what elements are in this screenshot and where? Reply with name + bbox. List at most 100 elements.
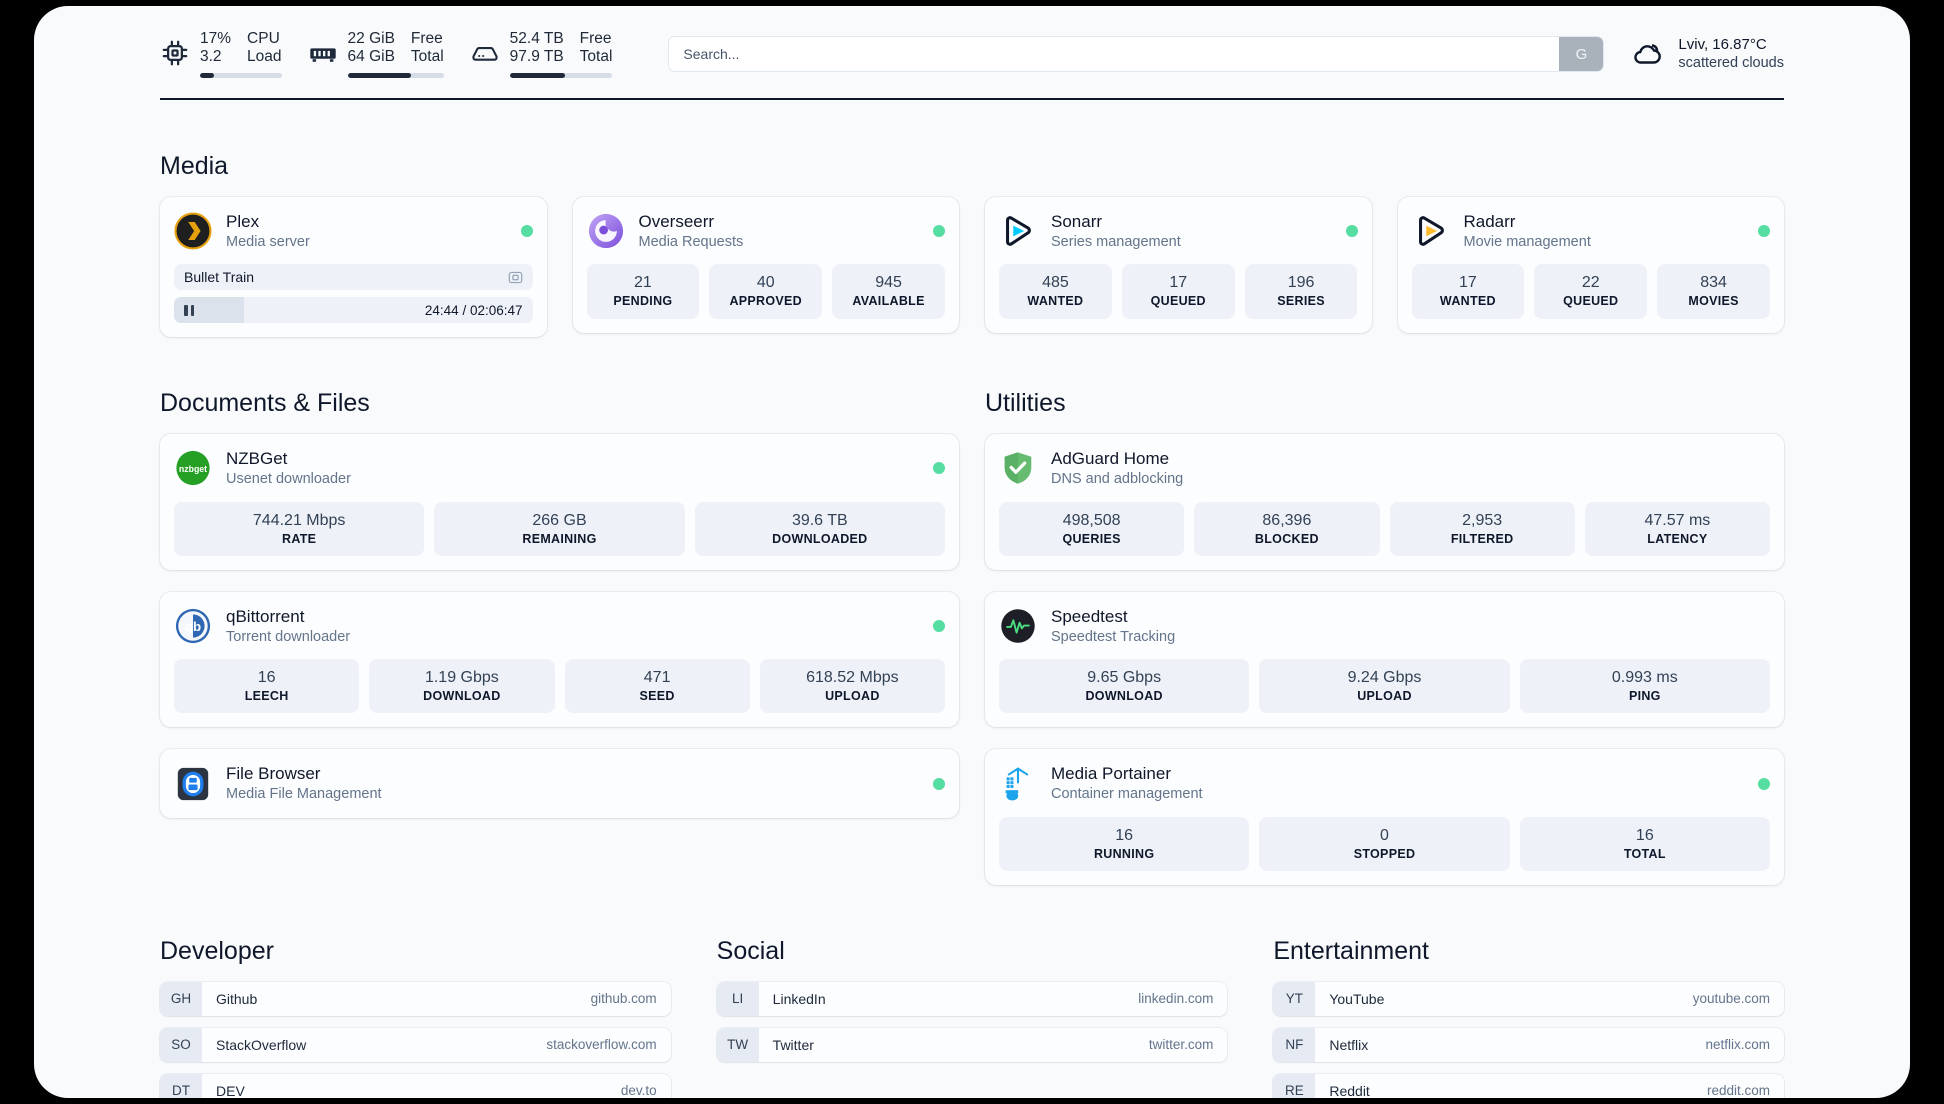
cast-icon[interactable] [508,270,523,285]
stat-tile[interactable]: 0.993 ms PING [1519,659,1770,714]
media-card-slot: Overseerr Media Requests 21 PENDING 40 A… [572,197,959,337]
stat-label: QUEUED [1150,294,1206,309]
bookmark-name: Reddit [1329,1082,1370,1098]
stat-tile[interactable]: 16 TOTAL [1519,816,1770,871]
search-engine-button[interactable]: G [1559,37,1604,71]
memory-icon [308,38,338,68]
bookmark-link[interactable]: NF Netflix netflix.com [1273,1027,1785,1062]
stat-tile[interactable]: 21 PENDING [586,264,700,319]
stat-tile[interactable]: 39.6 TB DOWNLOADED [694,501,945,556]
search-input[interactable] [669,37,1560,71]
card-header: Media Portainer Container management [999,763,1770,803]
speedtest-icon [999,607,1037,645]
bookmark-badge: GH [160,981,202,1016]
section-title-utilities: Utilities [985,389,1066,418]
stat-tile[interactable]: 16 RUNNING [999,816,1250,871]
stat-tile[interactable]: 17 WANTED [1411,264,1525,319]
card-header: AdGuard Home DNS and adblocking [999,448,1770,488]
bookmark-link[interactable]: SO StackOverflow stackoverflow.com [160,1027,671,1062]
service-name: Speedtest [1051,606,1128,626]
card-header: nzbget NZBGet Usenet downloader [174,448,945,488]
stat-tile[interactable]: 17 QUEUED [1121,264,1235,319]
bookmark-link[interactable]: DT DEV dev.to [160,1073,671,1098]
stat-tile[interactable]: 1.19 Gbps DOWNLOAD [369,659,555,714]
stat-tile[interactable]: 9.24 Gbps UPLOAD [1259,659,1510,714]
stat-value: 471 [643,669,671,687]
bookmark-badge: NF [1273,1027,1316,1062]
bookmark-url: github.com [590,991,657,1007]
stat-value: 485 [1042,274,1069,292]
stat-label: RUNNING [1093,846,1155,861]
stat-row: 9.65 Gbps DOWNLOAD 9.24 Gbps UPLOAD 0.99… [999,659,1770,714]
service-subtitle: Usenet downloader [226,471,351,488]
pause-icon[interactable] [184,304,194,316]
stat-tile[interactable]: 196 SERIES [1244,264,1358,319]
bookmark-link[interactable]: YT YouTube youtube.com [1273,981,1785,1016]
service-card[interactable]: File Browser Media File Management [160,749,959,818]
bookmark-name: LinkedIn [772,990,826,1007]
stat-value: 17 [1459,274,1477,292]
stat-value: 1.19 Gbps [424,669,499,687]
documents-card-stack: nzbget NZBGet Usenet downloader 744.21 M… [160,434,959,818]
service-card[interactable]: Plex Media server Bullet Train 24:44 / 0… [160,197,547,338]
service-card[interactable]: AdGuard Home DNS and adblocking 498,508 … [985,434,1784,570]
bookmark-link[interactable]: RE Reddit reddit.com [1273,1073,1785,1098]
stat-value: 834 [1700,274,1727,292]
service-card[interactable]: Media Portainer Container management 16 … [985,749,1784,885]
stat-tile[interactable]: 86,396 BLOCKED [1194,501,1380,556]
stat-tile[interactable]: 618.52 Mbps UPLOAD [759,659,945,714]
stat-tile[interactable]: 47.57 ms LATENCY [1584,501,1770,556]
resource-value-top: 22 GiB [347,29,395,47]
nzbget-icon: nzbget [174,449,212,487]
search-box[interactable]: G [668,36,1605,72]
stat-tile[interactable]: 0 STOPPED [1259,816,1510,871]
stat-tile[interactable]: 471 SEED [564,659,750,714]
bookmark-group: Developer GH Github github.com SO StackO… [160,937,671,1098]
stat-tile[interactable]: 945 AVAILABLE [832,264,945,319]
bookmark-name: YouTube [1329,990,1385,1007]
resource-progress-bar [200,73,282,79]
bookmark-link[interactable]: LI LinkedIn linkedin.com [716,981,1228,1016]
stat-label: DOWNLOAD [1085,689,1163,704]
service-name: qBittorrent [226,606,305,626]
service-card[interactable]: Overseerr Media Requests 21 PENDING 40 A… [572,197,959,333]
playback-progress-bar[interactable]: 24:44 / 02:06:47 [174,297,533,324]
stat-tile[interactable]: 266 GB REMAINING [434,501,685,556]
service-card[interactable]: Speedtest Speedtest Tracking 9.65 Gbps D… [985,591,1784,728]
stat-tile[interactable]: 16 LEECH [174,659,360,714]
stat-label: LEECH [244,689,289,704]
bookmark-group-title: Entertainment [1273,936,1429,965]
stat-label: APPROVED [729,294,803,309]
service-card[interactable]: qb qBittorrent Torrent downloader 16 LEE… [160,591,959,728]
stat-tile[interactable]: 40 APPROVED [709,264,823,319]
stat-tile[interactable]: 485 WANTED [999,264,1112,319]
stat-value: 22 [1581,274,1600,292]
service-subtitle: Media server [226,233,310,250]
stat-value: 0.993 ms [1611,669,1678,687]
service-name: Radarr [1463,212,1516,231]
stat-tile[interactable]: 22 QUEUED [1534,264,1648,319]
stat-value: 40 [756,274,775,292]
stat-tile[interactable]: 2,953 FILTERED [1389,501,1575,556]
media-card-slot: Plex Media server Bullet Train 24:44 / 0… [160,197,547,338]
card-header: Speedtest Speedtest Tracking [999,606,1770,646]
stat-label: LATENCY [1647,531,1708,546]
service-subtitle: Media File Management [226,786,382,803]
stat-tile[interactable]: 9.65 Gbps DOWNLOAD [999,659,1250,714]
stat-tile[interactable]: 498,508 QUERIES [999,501,1185,556]
bookmark-badge: LI [716,981,759,1016]
header: 17% 3.2 CPU Load 22 GiB 64 GiB Free Tota [160,6,1784,80]
card-header: Sonarr Series management [999,211,1358,251]
search-area: G [668,36,1605,72]
sonarr-icon [999,212,1037,250]
resource-label-top: Free [579,29,612,47]
service-card[interactable]: Radarr Movie management 17 WANTED 22 QUE… [1397,197,1784,333]
stat-label: RATE [282,531,317,546]
bookmark-link[interactable]: GH Github github.com [160,981,671,1016]
service-card[interactable]: nzbget NZBGet Usenet downloader 744.21 M… [160,434,959,570]
bookmark-link[interactable]: TW Twitter twitter.com [716,1027,1228,1062]
stat-value: 2,953 [1462,511,1503,529]
stat-tile[interactable]: 744.21 Mbps RATE [174,501,425,556]
service-card[interactable]: Sonarr Series management 485 WANTED 17 Q… [985,197,1372,333]
stat-tile[interactable]: 834 MOVIES [1657,264,1770,319]
